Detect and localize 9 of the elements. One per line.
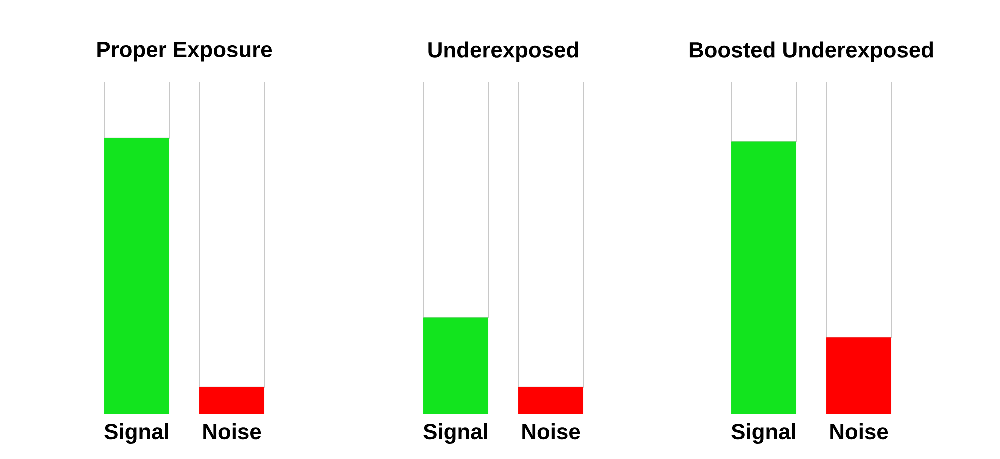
x-tick-label: Noise [830,423,888,440]
x-tick-label: Signal [104,423,168,444]
x-tick-label: Noise [204,423,262,440]
x-tick-label: Signal [732,423,796,444]
chart-title: Underexposed [428,42,578,62]
chart-title: Proper Exposure [98,42,272,62]
x-tick-label: Noise [522,423,580,440]
chart-title: Boosted Underexposed [690,42,934,62]
x-tick-label: Signal [424,423,488,444]
